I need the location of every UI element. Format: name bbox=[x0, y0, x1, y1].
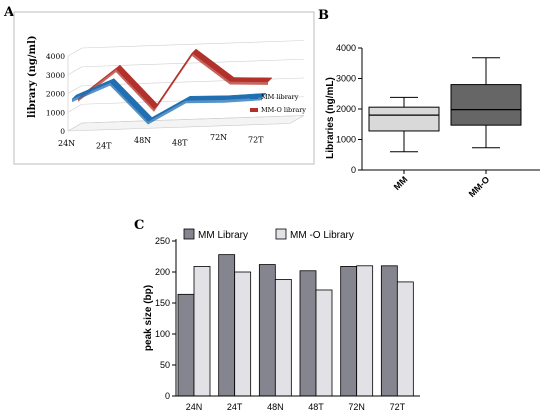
y-tick-label: 2000 bbox=[336, 104, 356, 114]
x-tick-label: MM-O bbox=[467, 174, 492, 199]
x-tick-label: 72T bbox=[390, 402, 406, 412]
x-tick-label: 72T bbox=[248, 136, 264, 145]
y-tick-label: 3000 bbox=[336, 74, 356, 84]
y-tick-label: 3000 bbox=[46, 71, 65, 80]
bar-mm-24t bbox=[218, 254, 236, 397]
y-tick-label: 4000 bbox=[336, 43, 356, 53]
y-tick-label: 0 bbox=[60, 127, 65, 136]
x-tick-label: 24N bbox=[186, 402, 203, 412]
ribbon-edge bbox=[110, 82, 148, 125]
chart-frame bbox=[13, 11, 315, 165]
box-mm bbox=[368, 96, 440, 153]
bars bbox=[177, 254, 414, 397]
ribbon-edge bbox=[116, 69, 154, 112]
y-axis-label: peak size (bp) bbox=[143, 285, 154, 351]
y-tick-label: 100 bbox=[155, 329, 170, 339]
ribbon-edge bbox=[154, 53, 192, 112]
y-tick-label: 150 bbox=[155, 298, 170, 308]
gridline bbox=[67, 85, 83, 94]
ribbon-segment bbox=[185, 95, 229, 101]
gridline bbox=[81, 40, 305, 49]
legend: MM Library MM -O Library bbox=[183, 228, 354, 241]
box-iqr bbox=[450, 84, 522, 126]
x-tick-label: 72N bbox=[210, 133, 227, 142]
ribbon-edge bbox=[148, 100, 186, 125]
x-tick-label: 48N bbox=[267, 402, 284, 412]
legend-swatch-mm bbox=[183, 228, 195, 240]
bar-mmo-48n bbox=[274, 279, 292, 397]
x-tick-label: 72N bbox=[348, 402, 365, 412]
y-tick-label: 1000 bbox=[46, 108, 65, 117]
x-tick-label: 48T bbox=[172, 139, 188, 148]
y-tick-labels: 4000 3000 2000 1000 0 bbox=[46, 52, 65, 136]
bar-mm-72t bbox=[380, 265, 398, 397]
legend-swatch-mmo bbox=[275, 228, 287, 240]
bar-mm-48n bbox=[258, 264, 276, 397]
panel-c-bar-chart: MM Library MM -O Library 0 50 100 150 200 250… bbox=[143, 228, 420, 412]
y-tick-labels: 0 1000 2000 3000 4000 bbox=[336, 43, 356, 175]
x-tick-label: 48T bbox=[308, 402, 324, 412]
bar-mm-72n bbox=[340, 266, 358, 397]
box-mm-o bbox=[450, 57, 522, 149]
y-axis-label: library (ng/ml) bbox=[27, 35, 38, 118]
panel-b-box-plot: 0 1000 2000 3000 4000 MM MM-O Libraries (ng/m… bbox=[325, 43, 540, 199]
y-tick-label: 1000 bbox=[336, 135, 356, 145]
legend-swatch-mmo bbox=[250, 108, 258, 112]
series-ribbons bbox=[71, 48, 273, 125]
bar-mm-48t bbox=[299, 270, 317, 397]
legend-label-mmo: MM -O Library bbox=[290, 230, 354, 241]
box-iqr bbox=[368, 106, 440, 132]
bar-mmo-72t bbox=[396, 281, 414, 397]
legend: MM library MM-O library bbox=[250, 93, 306, 114]
y-tick-label: 0 bbox=[351, 165, 356, 175]
x-tick-label: 24N bbox=[58, 139, 75, 148]
ribbon-edge bbox=[186, 99, 224, 104]
gridline bbox=[67, 47, 83, 57]
panel-a-3d-line-chart: 4000 3000 2000 1000 0 24N 24T 48N 48T 72N 72T lib… bbox=[13, 11, 315, 165]
ribbon-edge bbox=[72, 82, 110, 103]
ribbon-edge bbox=[192, 53, 230, 85]
panel-label-a: A bbox=[3, 5, 15, 20]
panel-label-c: C bbox=[134, 218, 144, 233]
gridline bbox=[81, 115, 305, 124]
gridline bbox=[67, 122, 83, 132]
gridline bbox=[81, 58, 305, 68]
x-tick-labels: 24N 24T 48N 48T 72N 72T bbox=[186, 402, 406, 412]
bar-mmo-72n bbox=[356, 265, 374, 397]
gridline bbox=[67, 66, 83, 76]
axes bbox=[358, 47, 540, 174]
ribbon-edge bbox=[230, 81, 268, 85]
bar-mmo-24t bbox=[234, 271, 252, 397]
x-tick-label: 24T bbox=[96, 142, 112, 151]
x-tick-labels: 24N 24T 48N 48T 72N 72T bbox=[58, 133, 264, 151]
y-tick-labels: 0 50 100 150 200 250 bbox=[155, 236, 170, 401]
x-tick-label: 24T bbox=[227, 402, 243, 412]
boxes bbox=[368, 57, 522, 153]
y-tick-label: 0 bbox=[165, 391, 170, 401]
bar-mmo-48t bbox=[315, 289, 333, 397]
legend-label-mmo: MM-O library bbox=[261, 106, 306, 114]
y-tick-label: 2000 bbox=[46, 90, 65, 99]
x-tick-label: MM bbox=[392, 174, 410, 192]
ribbon-segment bbox=[223, 93, 267, 100]
y-tick-label: 250 bbox=[155, 236, 170, 246]
gridline bbox=[67, 103, 83, 113]
legend-swatch-mm bbox=[250, 95, 258, 99]
y-tick-label: 4000 bbox=[46, 52, 65, 61]
y-tick-label: 200 bbox=[155, 267, 170, 277]
series-mm bbox=[71, 78, 267, 125]
y-axis-label: Libraries (ng/mL) bbox=[325, 77, 336, 159]
bar-mmo-24n bbox=[193, 266, 211, 397]
bar-mm-24n bbox=[177, 293, 195, 397]
legend-label-mm: MM Library bbox=[198, 230, 248, 241]
legend-label-mm: MM library bbox=[261, 93, 299, 101]
ribbon-segment bbox=[229, 77, 273, 83]
x-tick-label: 48N bbox=[134, 136, 151, 145]
x-tick-labels: MM MM-O bbox=[392, 174, 492, 199]
axes bbox=[172, 239, 420, 397]
y-tick-label: 50 bbox=[160, 360, 170, 370]
panel-label-b: B bbox=[318, 8, 329, 23]
